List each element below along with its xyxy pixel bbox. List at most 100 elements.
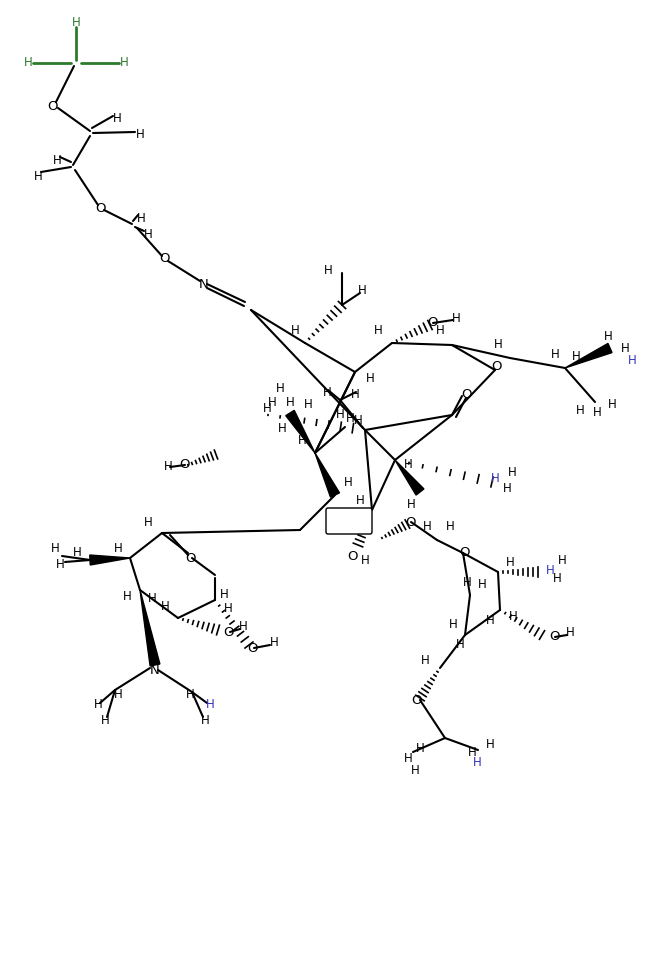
Text: H: H: [491, 472, 499, 485]
Polygon shape: [140, 590, 160, 666]
Text: H: H: [278, 421, 286, 435]
Text: H: H: [143, 517, 153, 529]
Text: H: H: [506, 557, 515, 569]
Text: H: H: [186, 688, 194, 701]
Text: H: H: [123, 591, 131, 604]
Text: H: H: [137, 212, 145, 224]
Text: H: H: [494, 338, 502, 352]
Text: H: H: [219, 589, 228, 602]
Text: O: O: [223, 626, 233, 639]
Text: O: O: [411, 693, 422, 707]
Text: H: H: [456, 639, 465, 651]
Text: Aos: Aos: [339, 516, 359, 526]
Text: O: O: [180, 458, 190, 472]
Text: H: H: [546, 564, 554, 576]
Text: H: H: [323, 386, 332, 400]
Text: H: H: [404, 458, 412, 472]
Text: H: H: [508, 466, 517, 480]
Text: H: H: [113, 111, 121, 125]
Text: H: H: [143, 227, 153, 241]
Text: H: H: [114, 688, 123, 701]
Text: H: H: [485, 613, 495, 627]
Text: H: H: [572, 350, 580, 364]
Text: H: H: [114, 541, 123, 555]
Text: H: H: [136, 128, 144, 140]
Text: H: H: [407, 498, 415, 512]
Text: O: O: [549, 631, 559, 644]
Text: H: H: [34, 170, 42, 182]
Text: H: H: [468, 746, 476, 759]
Text: H: H: [607, 399, 617, 411]
Polygon shape: [90, 555, 130, 565]
Text: H: H: [263, 402, 271, 414]
Text: O: O: [406, 516, 416, 528]
Text: O: O: [96, 202, 106, 214]
Text: H: H: [435, 324, 445, 336]
Text: H: H: [343, 476, 352, 488]
Text: H: H: [93, 698, 103, 712]
Text: H: H: [164, 460, 173, 474]
Text: H: H: [23, 57, 32, 69]
Text: H: H: [291, 324, 299, 336]
Text: H: H: [354, 413, 362, 426]
Text: H: H: [356, 493, 364, 506]
Text: H: H: [509, 610, 517, 623]
Text: H: H: [336, 408, 345, 420]
Text: H: H: [324, 264, 332, 278]
Text: H: H: [421, 653, 430, 667]
Text: H: H: [269, 637, 278, 649]
Text: H: H: [472, 756, 482, 768]
Text: H: H: [365, 371, 374, 384]
Polygon shape: [286, 410, 315, 453]
Text: H: H: [101, 714, 110, 726]
Text: O: O: [185, 552, 195, 565]
Text: H: H: [415, 742, 424, 755]
Text: O: O: [459, 547, 469, 560]
Text: H: H: [553, 571, 561, 584]
Text: H: H: [304, 399, 312, 411]
Polygon shape: [395, 460, 424, 495]
Polygon shape: [565, 343, 612, 368]
Text: H: H: [71, 16, 80, 28]
Text: H: H: [463, 575, 471, 589]
Text: H: H: [361, 554, 369, 566]
Text: H: H: [51, 541, 59, 555]
Text: H: H: [201, 714, 210, 726]
Text: H: H: [206, 698, 214, 712]
Polygon shape: [315, 453, 339, 497]
Text: H: H: [557, 554, 567, 566]
Text: H: H: [286, 396, 295, 409]
Text: H: H: [346, 411, 354, 424]
Text: H: H: [56, 559, 64, 571]
Text: H: H: [239, 620, 247, 634]
Text: H: H: [374, 324, 382, 336]
Text: N: N: [150, 664, 160, 677]
Text: H: H: [119, 57, 129, 69]
Text: H: H: [358, 284, 367, 296]
Text: H: H: [53, 153, 62, 167]
Text: H: H: [604, 330, 613, 342]
Text: H: H: [576, 404, 584, 416]
Text: H: H: [448, 618, 458, 632]
Text: H: H: [550, 348, 559, 362]
Text: H: H: [267, 397, 276, 410]
Text: H: H: [422, 521, 432, 533]
Text: O: O: [427, 317, 437, 330]
Text: H: H: [446, 521, 454, 533]
Text: H: H: [485, 738, 495, 752]
Text: O: O: [347, 551, 357, 564]
Text: H: H: [298, 434, 306, 447]
Text: O: O: [47, 99, 57, 112]
Text: H: H: [147, 592, 156, 604]
Text: H: H: [411, 763, 419, 776]
Text: O: O: [491, 361, 501, 373]
Text: H: H: [628, 354, 637, 367]
Text: H: H: [224, 602, 232, 614]
Text: H: H: [502, 482, 511, 494]
Text: H: H: [404, 752, 412, 764]
Text: O: O: [247, 642, 257, 654]
Text: H: H: [73, 545, 81, 559]
Text: H: H: [276, 381, 284, 395]
Text: H: H: [593, 406, 602, 418]
Text: O: O: [461, 388, 472, 402]
